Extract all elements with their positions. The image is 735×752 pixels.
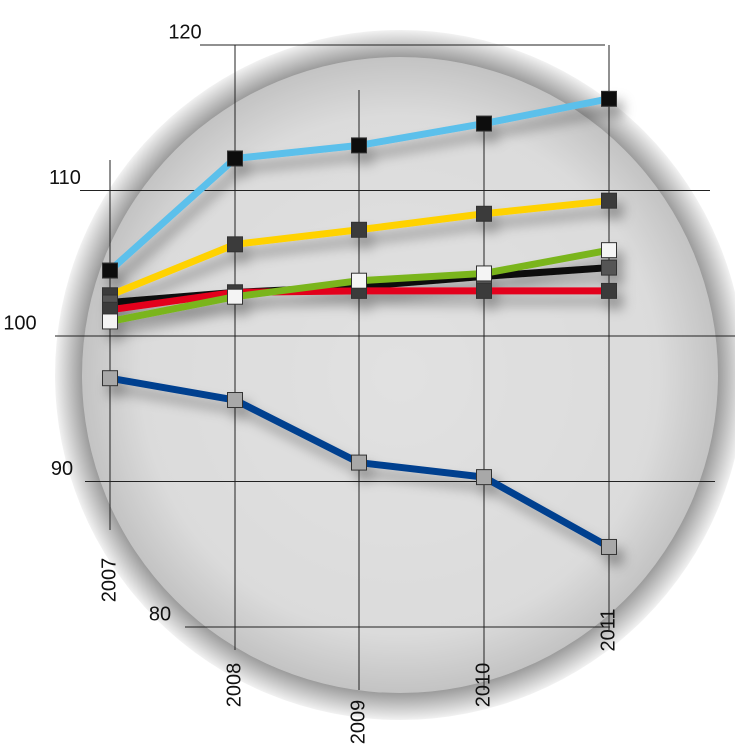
marker: [476, 469, 492, 486]
marker: [351, 221, 367, 238]
marker: [476, 282, 492, 299]
marker: [601, 90, 617, 107]
x-tick-label: 2010: [472, 663, 494, 708]
x-tick-label: 2007: [98, 558, 120, 603]
marker: [476, 265, 492, 282]
marker: [227, 392, 243, 409]
marker: [351, 272, 367, 289]
marker: [476, 205, 492, 222]
marker: [351, 137, 367, 154]
marker: [601, 192, 617, 209]
x-tick-label: 2011: [597, 608, 619, 651]
marker: [476, 115, 492, 132]
y-tick-label: 120: [168, 21, 201, 43]
marker: [227, 236, 243, 253]
background-inner: [82, 57, 718, 693]
marker: [227, 150, 243, 167]
marker: [102, 262, 118, 279]
x-tick-label: 2008: [223, 663, 245, 708]
marker: [227, 288, 243, 305]
x-tick-label: 2009: [347, 700, 369, 745]
marker: [601, 282, 617, 299]
y-tick-label: 110: [49, 167, 81, 189]
marker: [601, 538, 617, 555]
marker: [351, 454, 367, 471]
marker: [601, 259, 617, 276]
marker: [102, 370, 118, 387]
marker: [601, 242, 617, 259]
y-tick-label: 80: [149, 603, 171, 625]
y-tick-label: 90: [51, 458, 73, 480]
marker: [102, 313, 118, 330]
y-tick-label: 100: [3, 312, 36, 334]
